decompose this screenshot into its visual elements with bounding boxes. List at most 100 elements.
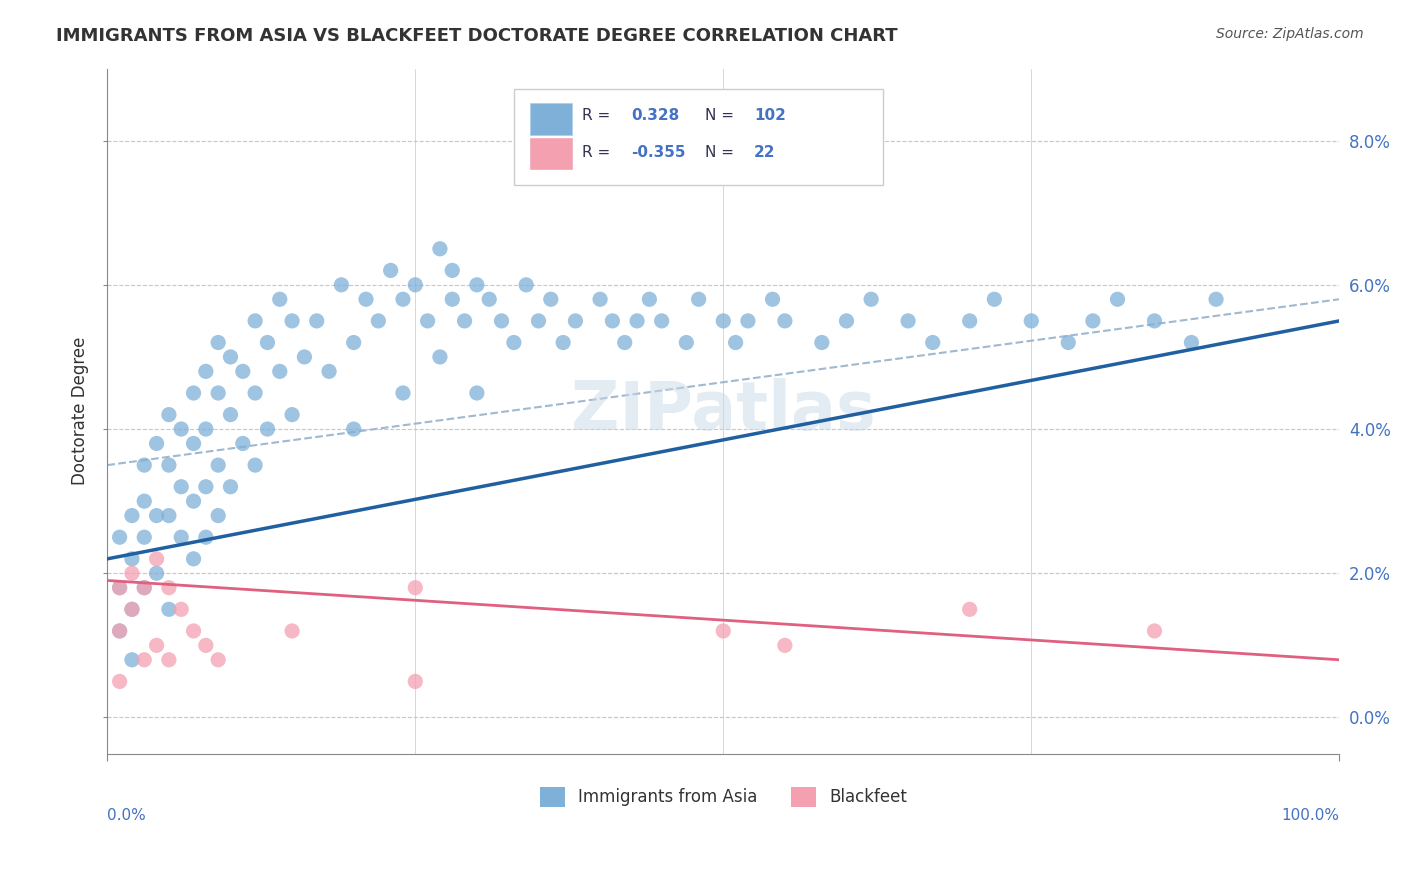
Point (959, 602, 981, 616)
Point (157, 653, 180, 667)
Text: N =: N = (704, 145, 734, 160)
Point (675, 335, 697, 350)
Point (1019, 314, 1042, 328)
FancyBboxPatch shape (530, 137, 572, 169)
Point (170, 602, 193, 616)
Point (404, 581, 426, 595)
Point (108, 530, 131, 544)
Point (194, 639, 217, 653)
Text: ZIPatlas: ZIPatlas (571, 378, 876, 444)
Y-axis label: Doctorate Degree: Doctorate Degree (72, 337, 89, 485)
Point (330, 277, 353, 292)
Point (343, 422, 366, 436)
Point (761, 292, 783, 306)
Point (134, 458, 156, 472)
Text: 22: 22 (754, 145, 776, 160)
Point (811, 335, 834, 350)
Point (367, 314, 389, 328)
Point (134, 581, 156, 595)
Point (502, 335, 524, 350)
Point (515, 277, 537, 292)
Point (134, 494, 156, 508)
Point (243, 314, 266, 328)
Point (1143, 624, 1166, 638)
Point (343, 335, 366, 350)
Point (108, 624, 131, 638)
Point (959, 314, 981, 328)
Point (416, 314, 439, 328)
Text: 0.0%: 0.0% (107, 808, 146, 823)
Point (465, 277, 488, 292)
Point (145, 639, 167, 653)
Point (305, 314, 328, 328)
Point (145, 508, 167, 523)
Point (921, 335, 943, 350)
Point (194, 364, 217, 378)
Point (404, 674, 426, 689)
Text: N =: N = (704, 108, 734, 122)
Point (1205, 292, 1227, 306)
Point (108, 624, 131, 638)
Point (281, 408, 304, 422)
Point (835, 314, 858, 328)
Point (737, 314, 759, 328)
Point (219, 350, 242, 364)
Point (207, 653, 229, 667)
Point (453, 314, 475, 328)
Point (232, 364, 254, 378)
Point (1143, 314, 1166, 328)
Point (711, 314, 734, 328)
Point (1180, 335, 1202, 350)
Point (256, 422, 278, 436)
Point (1107, 292, 1129, 306)
Point (897, 314, 920, 328)
Point (243, 458, 266, 472)
Point (194, 530, 217, 544)
Legend: Immigrants from Asia, Blackfeet: Immigrants from Asia, Blackfeet (533, 780, 914, 814)
Point (108, 581, 131, 595)
Point (688, 292, 710, 306)
Point (121, 508, 143, 523)
Point (626, 314, 648, 328)
Point (564, 314, 586, 328)
Point (354, 292, 377, 306)
Text: 0.328: 0.328 (631, 108, 679, 122)
Text: 102: 102 (754, 108, 786, 122)
Point (429, 242, 451, 256)
Point (711, 624, 734, 638)
Point (465, 386, 488, 401)
Point (183, 624, 205, 638)
Point (121, 602, 143, 616)
Point (157, 602, 180, 616)
Point (121, 602, 143, 616)
Point (478, 292, 501, 306)
Point (613, 335, 636, 350)
Point (773, 314, 796, 328)
Point (121, 653, 143, 667)
Text: IMMIGRANTS FROM ASIA VS BLACKFEET DOCTORATE DEGREE CORRELATION CHART: IMMIGRANTS FROM ASIA VS BLACKFEET DOCTOR… (56, 27, 898, 45)
Text: 100.0%: 100.0% (1281, 808, 1340, 823)
Point (602, 314, 624, 328)
Point (269, 292, 291, 306)
Point (183, 552, 205, 566)
Point (183, 386, 205, 401)
Point (1057, 335, 1080, 350)
Point (553, 335, 575, 350)
Point (281, 314, 304, 328)
Point (256, 335, 278, 350)
Point (638, 292, 661, 306)
Point (207, 508, 229, 523)
Point (269, 364, 291, 378)
Point (207, 458, 229, 472)
Point (207, 386, 229, 401)
Point (170, 480, 193, 494)
Point (441, 263, 464, 277)
Point (157, 581, 180, 595)
Point (134, 653, 156, 667)
FancyBboxPatch shape (530, 103, 572, 135)
Point (441, 292, 464, 306)
Point (194, 422, 217, 436)
Point (145, 552, 167, 566)
Point (724, 335, 747, 350)
Point (134, 530, 156, 544)
